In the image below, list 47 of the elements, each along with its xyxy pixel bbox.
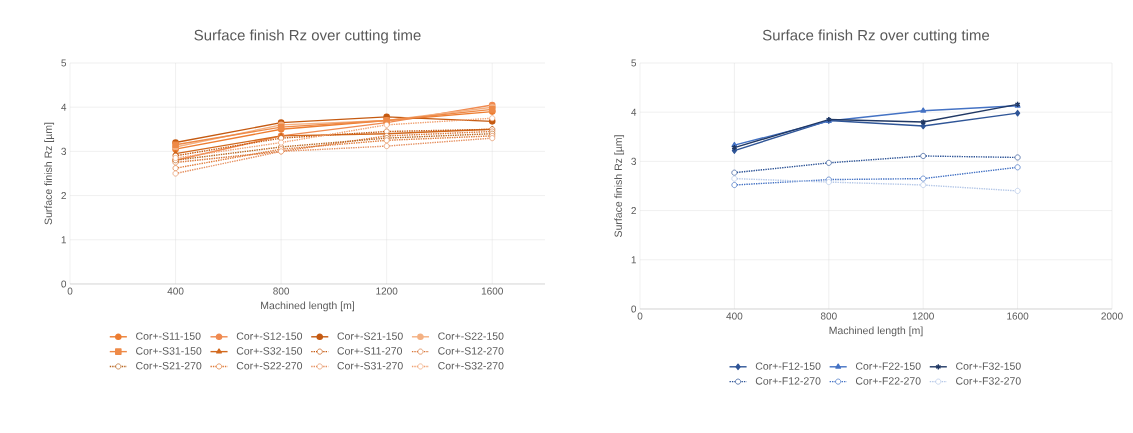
legend-label: Cor+-S32-150 xyxy=(236,347,303,355)
y-tick-label: 3 xyxy=(631,157,637,165)
legend-label: Cor+-S31-150 xyxy=(136,347,202,355)
y-tick-label: 0 xyxy=(631,305,637,313)
legend-label: Cor+-F22-270 xyxy=(855,377,921,385)
legend-label: Cor+-S22-150 xyxy=(438,332,504,340)
x-tick-label: 1600 xyxy=(1007,312,1029,320)
x-axis-title: Machined length [m] xyxy=(829,326,923,337)
legend-label: Cor+-F22-150 xyxy=(855,362,921,370)
y-tick-label: 4 xyxy=(631,108,637,116)
x-tick-label: 800 xyxy=(820,312,837,320)
legend-label: Cor+-F12-270 xyxy=(755,377,821,385)
legend-label: Cor+-S32-270 xyxy=(438,362,504,370)
legend-label: Cor+-S12-270 xyxy=(438,347,504,355)
y-tick-label: 2 xyxy=(631,207,636,215)
y-tick-label: 5 xyxy=(61,59,67,67)
y-tick-label: 1 xyxy=(61,236,66,244)
x-tick-label: 0 xyxy=(67,287,73,295)
x-tick-label: 400 xyxy=(726,312,743,320)
x-tick-label: 1200 xyxy=(376,287,398,295)
legend-label: Cor+-S11-150 xyxy=(136,332,201,340)
legend-label: Cor+-S21-150 xyxy=(337,332,403,340)
legend-label: Cor+-F32-150 xyxy=(956,362,1021,370)
x-tick-label: 1600 xyxy=(481,287,503,295)
y-tick-label: 1 xyxy=(631,256,636,264)
y-tick-label: 3 xyxy=(61,147,67,155)
legend-label: Cor+-F12-150 xyxy=(755,362,821,370)
chart-title: Surface finish Rz over cutting time xyxy=(762,29,990,44)
x-tick-label: 800 xyxy=(273,287,290,295)
legend-label: Cor+-S22-270 xyxy=(236,362,303,370)
y-tick-label: 5 xyxy=(631,59,637,67)
y-tick-label: 0 xyxy=(61,280,67,288)
chart-title: Surface finish Rz over cutting time xyxy=(194,29,421,44)
x-tick-label: 2000 xyxy=(1101,312,1123,320)
y-tick-label: 2 xyxy=(61,192,66,200)
y-axis-title: Surface finish Rz [µm] xyxy=(44,122,55,225)
legend-label: Cor+-S31-270 xyxy=(337,362,403,370)
legend-label: Cor+-S12-150 xyxy=(236,332,303,340)
x-tick-label: 400 xyxy=(167,287,184,295)
legend-label: Cor+-S21-270 xyxy=(136,362,202,370)
y-axis-title: Surface finish Rz [µm] xyxy=(614,135,625,237)
legend-label: Cor+-S11-270 xyxy=(337,347,403,355)
x-axis-title: Machined length [m] xyxy=(261,301,355,312)
x-tick-label: 1200 xyxy=(912,312,934,320)
legend-label: Cor+-F32-270 xyxy=(956,377,1021,385)
y-tick-label: 4 xyxy=(61,103,67,111)
x-tick-label: 0 xyxy=(637,312,643,320)
